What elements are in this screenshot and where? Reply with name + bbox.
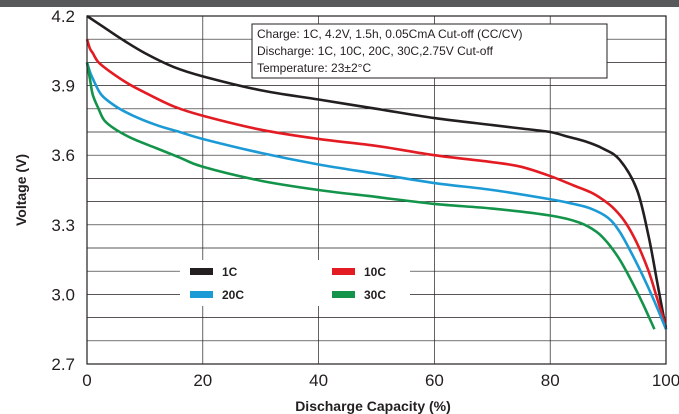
y-tick-label: 3.3 [51, 216, 75, 235]
y-tick-label: 3.0 [51, 285, 75, 304]
legend-label-20c: 20C [222, 288, 244, 302]
annotation-temperature: Temperature: 23±2°C [257, 61, 371, 75]
y-axis-title: Voltage (V) [13, 154, 29, 226]
legend-swatch-30c [332, 291, 355, 298]
annotation-discharge: Discharge: 1C, 10C, 20C, 30C,2.75V Cut-o… [257, 44, 494, 58]
annotation-charge: Charge: 1C, 4.2V, 1.5h, 0.05CmA Cut-off … [257, 27, 522, 41]
x-tick-label: 0 [82, 371, 91, 390]
legend-swatch-20c [190, 291, 213, 298]
x-tick-label: 40 [309, 371, 328, 390]
series-line-30c [85, 62, 656, 330]
series-lines [85, 14, 668, 330]
top-border-bar [0, 0, 679, 7]
legend: 1C 10C 20C 30C [180, 260, 410, 306]
legend-label-1c: 1C [222, 265, 238, 279]
series-line-10c [85, 38, 668, 328]
tick-labels: 0 20 40 60 80 100 2.7 3.0 3.3 3.6 3.9 4.2 [51, 7, 679, 390]
x-tick-label: 60 [425, 371, 444, 390]
legend-swatch-1c [190, 268, 213, 275]
y-tick-label: 3.6 [51, 146, 75, 165]
y-tick-label: 2.7 [51, 355, 75, 374]
legend-swatch-10c [332, 268, 355, 275]
legend-box [180, 260, 410, 306]
plot-frame [86, 15, 667, 365]
series-line-1c [86, 14, 668, 330]
x-tick-label: 80 [541, 371, 560, 390]
legend-label-30c: 30C [364, 288, 386, 302]
x-axis-title: Discharge Capacity (%) [295, 398, 451, 414]
x-tick-label: 100 [652, 371, 679, 390]
x-tick-label: 20 [193, 371, 212, 390]
annotation-box [251, 23, 608, 79]
series-line-20c [85, 62, 668, 330]
y-tick-label: 3.9 [51, 77, 75, 96]
legend-label-10c: 10C [364, 265, 386, 279]
y-tick-label: 4.2 [51, 7, 75, 26]
